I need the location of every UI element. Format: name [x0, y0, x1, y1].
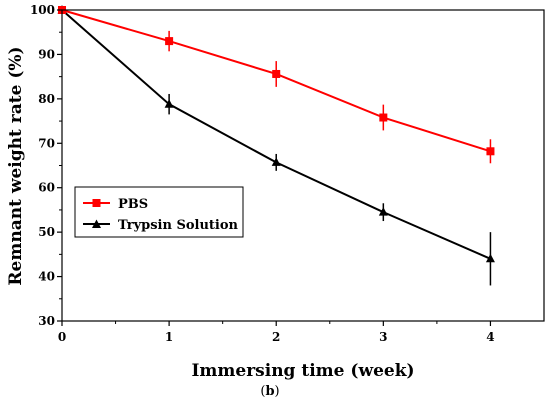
- x-tick-label: 1: [165, 330, 173, 344]
- panel-label-letter: b: [265, 384, 274, 399]
- data-point-pbs: [272, 69, 281, 78]
- legend-label-pbs: PBS: [118, 197, 148, 212]
- x-tick-label: 2: [272, 330, 280, 344]
- panel-label-open: (: [260, 384, 265, 399]
- legend-label-trypsin: Trypsin Solution: [118, 218, 239, 233]
- panel-label-close: ): [275, 384, 280, 399]
- x-tick-label: 4: [486, 330, 494, 344]
- y-tick-label: 80: [38, 92, 55, 106]
- y-tick-label: 40: [38, 270, 55, 284]
- y-tick-label: 70: [38, 136, 55, 150]
- x-tick-label: 3: [379, 330, 387, 344]
- x-tick-label: 0: [58, 330, 66, 344]
- y-tick-label: 30: [38, 314, 55, 328]
- data-point-pbs: [165, 37, 174, 46]
- data-point-trypsin: [271, 157, 281, 166]
- data-point-trypsin: [164, 99, 174, 108]
- y-tick-label: 100: [30, 3, 55, 17]
- data-layer: [57, 5, 495, 286]
- data-point-trypsin: [485, 253, 495, 263]
- data-point-trypsin: [378, 207, 388, 216]
- axis-layer: 0 1 2 3 4 30 40 50 60 70 80 90 100: [30, 3, 495, 344]
- data-point-pbs: [486, 147, 495, 156]
- legend-marker-trypsin: [92, 219, 101, 228]
- legend-box: [74, 186, 244, 238]
- y-tick-label: 60: [38, 181, 55, 195]
- y-axis-title: Remnant weight rate (%): [6, 46, 26, 285]
- y-tick-label: 90: [38, 47, 55, 61]
- panel-label: (b): [260, 384, 279, 399]
- legend-marker-pbs: [92, 199, 101, 207]
- legend: PBS Trypsin Solution: [74, 186, 244, 238]
- y-tick-label: 50: [38, 225, 55, 239]
- x-axis-title: Immersing time (week): [191, 361, 414, 381]
- data-point-pbs: [379, 113, 388, 122]
- plot-frame: [61, 9, 545, 322]
